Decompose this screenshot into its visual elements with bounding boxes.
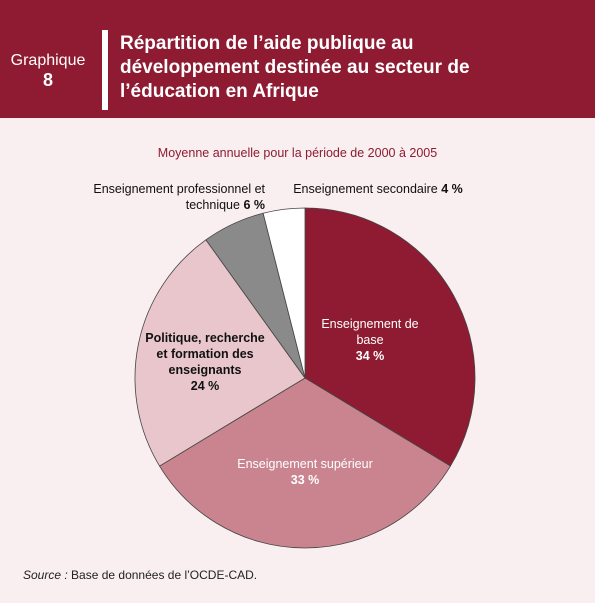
slice-value: 34 % [355,349,385,363]
slice-value: 33 % [290,473,320,487]
source: Source : Base de données de l’OCDE-CAD. [23,568,257,582]
slice-label: Politique, recherche et formation des en… [140,330,270,394]
pie-slice [262,207,306,379]
chart-subtitle: Moyenne annuelle pour la période de 2000… [157,146,438,160]
header: Graphique 8 Répartition de l’aide publiq… [0,0,595,118]
header-bar [102,30,108,110]
slice-label: Enseignement secondaire 4 % [278,181,478,197]
pie-slice [134,239,306,467]
header-label: Graphique [10,52,86,69]
slice-name: Enseignement supérieur [237,457,373,471]
slice-label: Enseignement supérieur 33 % [215,456,395,488]
slice-name: Enseignement de base [321,317,419,347]
header-title: Répartition de l’aide publique au dévelo… [120,33,470,102]
slice-name: Enseignement secondaire [293,182,438,196]
source-text: Base de données de l’OCDE-CAD. [71,568,258,582]
slice-value: 6 % [243,198,265,212]
slice-name: Enseignement professionnel et technique [93,182,265,212]
pie-slice [159,377,451,549]
source-label: Source : [23,568,68,582]
header-number: 8 [42,70,53,90]
pie-slice [304,207,476,467]
slice-label: Enseignement professionnel et technique … [60,181,265,213]
slice-label: Enseignement de base 34 % [310,316,430,364]
slice-value: 24 % [190,379,220,393]
slice-name: Politique, recherche et formation des en… [145,331,265,377]
slice-value: 4 % [441,182,463,196]
